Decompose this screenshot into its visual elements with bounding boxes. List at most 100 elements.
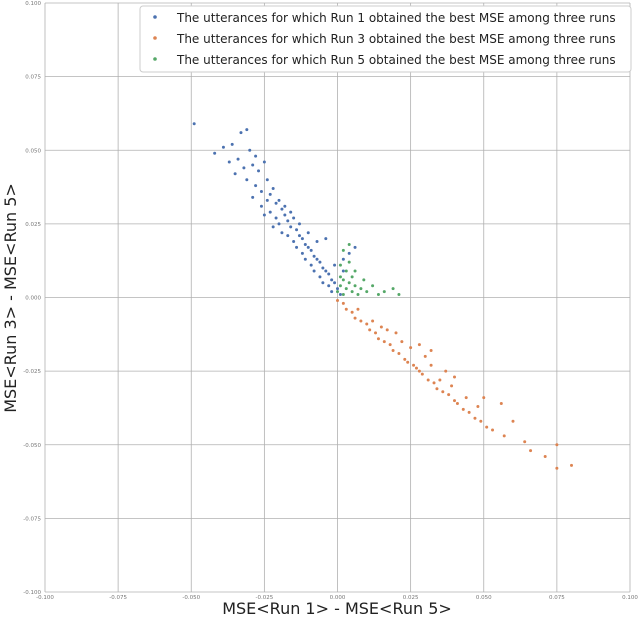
data-point — [482, 396, 486, 400]
data-point — [242, 166, 246, 170]
x-tick-label: 0.050 — [476, 595, 492, 601]
data-point — [379, 325, 383, 329]
data-point — [274, 216, 278, 220]
data-point — [333, 263, 337, 267]
data-point — [295, 228, 299, 232]
x-tick-label: 0.075 — [549, 595, 565, 601]
x-tick-label: -0.100 — [36, 595, 54, 601]
grid — [44, 2, 631, 593]
data-point — [368, 328, 372, 332]
data-point — [321, 266, 325, 270]
y-tick-label: -0.025 — [23, 369, 41, 375]
data-point — [289, 225, 293, 229]
data-point — [265, 198, 269, 202]
data-point — [350, 275, 354, 279]
data-point — [365, 322, 369, 326]
data-point — [236, 157, 240, 161]
data-point — [455, 402, 459, 406]
data-point — [306, 245, 310, 249]
series-1 — [192, 122, 357, 297]
data-point — [403, 357, 407, 361]
data-point — [388, 343, 392, 347]
data-point — [271, 187, 275, 191]
data-point — [309, 248, 313, 252]
legend-entry-label: The utterances for which Run 3 obtained … — [176, 32, 616, 46]
data-point — [312, 254, 316, 258]
data-point — [423, 354, 427, 358]
data-point — [371, 319, 375, 323]
data-point — [341, 301, 345, 305]
data-point — [239, 131, 243, 135]
data-point — [221, 145, 225, 149]
data-point — [444, 369, 448, 373]
data-point — [297, 234, 301, 238]
data-point — [327, 284, 331, 288]
data-point — [382, 290, 386, 294]
data-point — [350, 290, 354, 294]
data-point — [344, 269, 348, 273]
data-point — [251, 163, 255, 167]
data-point — [312, 269, 316, 273]
data-point — [265, 178, 269, 182]
y-tick-label: 0.000 — [25, 296, 41, 302]
data-point — [338, 284, 342, 288]
x-tick-label: 0.025 — [403, 595, 419, 601]
y-tick-label: -0.075 — [23, 516, 41, 522]
y-tick-label: 0.050 — [25, 148, 41, 154]
data-point — [365, 290, 369, 294]
data-point — [251, 195, 255, 199]
data-point — [338, 275, 342, 279]
data-point — [523, 440, 527, 444]
x-tick-label: 0.100 — [622, 595, 638, 601]
data-point — [412, 363, 416, 367]
data-point — [394, 331, 398, 335]
data-point — [292, 216, 296, 220]
data-point — [347, 281, 351, 285]
data-point — [233, 172, 237, 176]
data-point — [254, 154, 258, 158]
x-tick-label: -0.050 — [182, 595, 200, 601]
data-point — [420, 372, 424, 376]
data-point — [391, 287, 395, 291]
data-point — [321, 281, 325, 285]
data-point — [297, 222, 301, 226]
x-tick-label: 0.000 — [330, 595, 346, 601]
legend-entry-label: The utterances for which Run 5 obtained … — [176, 53, 616, 67]
data-point — [330, 278, 334, 282]
data-point — [391, 349, 395, 353]
data-point — [292, 240, 296, 244]
data-point — [359, 319, 363, 323]
data-point — [499, 402, 503, 406]
legend-marker — [153, 15, 157, 19]
data-point — [362, 278, 366, 282]
data-point — [324, 237, 328, 241]
data-point — [315, 240, 319, 244]
data-point — [245, 178, 249, 182]
data-point — [359, 287, 363, 291]
data-point — [450, 384, 454, 388]
data-point — [327, 272, 331, 276]
series-2 — [336, 298, 573, 470]
data-point — [259, 204, 263, 208]
y-tick-label: 0.100 — [25, 1, 41, 7]
y-tick-label: 0.075 — [25, 75, 41, 81]
data-point — [356, 293, 360, 297]
data-point — [350, 310, 354, 314]
data-point — [306, 231, 310, 235]
data-point — [268, 210, 272, 214]
data-point — [324, 269, 328, 273]
data-point — [376, 337, 380, 341]
data-point — [230, 142, 234, 146]
series-3 — [336, 242, 401, 297]
data-point — [309, 263, 313, 267]
legend-marker — [153, 57, 157, 61]
data-point — [280, 231, 284, 235]
data-point — [283, 204, 287, 208]
tick-labels: -0.100 -0.075 -0.050 -0.025 0.000 0.025 0.050 0… — [23, 1, 638, 601]
data-point — [268, 192, 272, 196]
data-point — [245, 128, 249, 132]
data-point — [347, 242, 351, 246]
data-point — [397, 293, 401, 297]
data-point — [213, 151, 217, 155]
data-point — [347, 260, 351, 264]
